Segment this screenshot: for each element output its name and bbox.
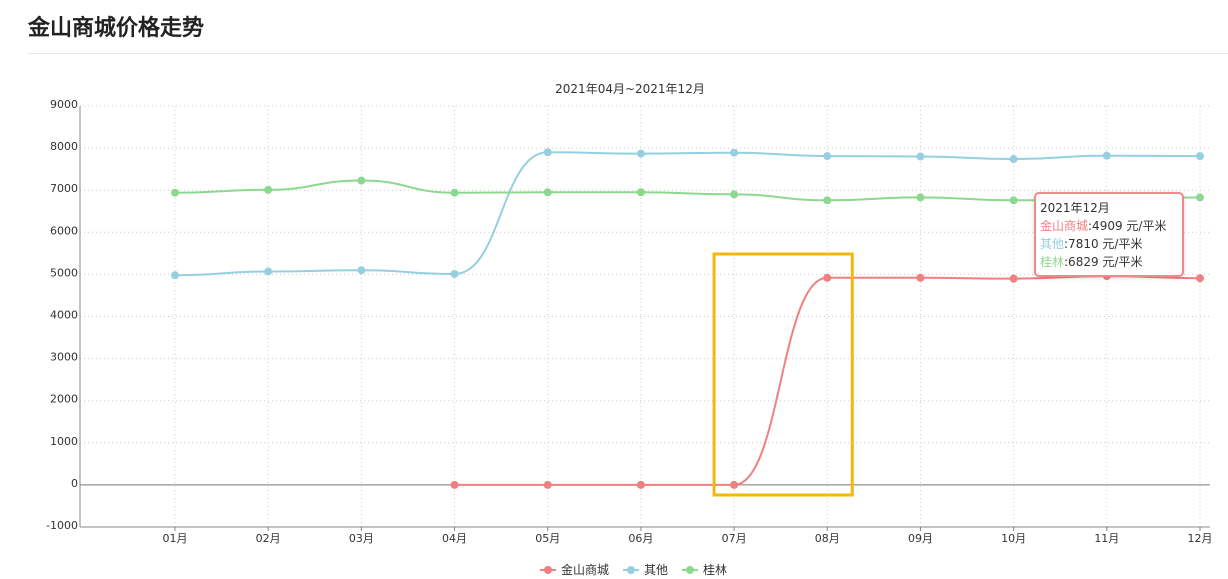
tooltip-label: 金山商城 bbox=[1040, 219, 1089, 233]
x-tick-label: 01月 bbox=[163, 532, 188, 545]
x-tick-label: 11月 bbox=[1094, 532, 1119, 545]
highlight-box bbox=[712, 252, 854, 497]
x-tick-label: 03月 bbox=[349, 532, 374, 545]
chart-tooltip: 2021年12月 金山商城:4909 元/平米 其他:7810 元/平米 桂林:… bbox=[1034, 192, 1184, 277]
chart-legend: 金山商城 其他 桂林 bbox=[540, 561, 727, 578]
y-tick-label: 7000 bbox=[50, 182, 78, 195]
tooltip-label: 桂林 bbox=[1040, 255, 1065, 269]
data-point[interactable] bbox=[823, 152, 832, 161]
x-tick-label: 10月 bbox=[1001, 532, 1026, 545]
data-point[interactable] bbox=[450, 480, 459, 489]
data-point[interactable] bbox=[823, 273, 832, 282]
axis-layer: -1000 0 1000 2000 3000 4000 5000 6000 7000 8000 90… bbox=[46, 98, 1212, 545]
legend-label: 桂林 bbox=[703, 563, 728, 577]
data-point[interactable] bbox=[543, 480, 552, 489]
y-tick-label: -1000 bbox=[46, 519, 78, 532]
tooltip-value: :6829 元/平米 bbox=[1064, 255, 1143, 269]
data-point[interactable] bbox=[171, 188, 179, 197]
data-point[interactable] bbox=[730, 148, 739, 157]
data-point[interactable] bbox=[357, 266, 366, 275]
data-point[interactable] bbox=[171, 271, 179, 280]
y-tick-label: 4000 bbox=[50, 309, 78, 322]
data-point[interactable] bbox=[916, 152, 925, 161]
y-tick-label: 6000 bbox=[50, 224, 78, 237]
tooltip-row-jinshan: 金山商城:4909 元/平米 bbox=[1040, 217, 1178, 235]
data-point[interactable] bbox=[1196, 274, 1204, 283]
data-point[interactable] bbox=[636, 480, 645, 489]
chart-subtitle: 2021年04月~2021年12月 bbox=[555, 82, 705, 96]
tooltip-value: :7810 元/平米 bbox=[1064, 237, 1143, 251]
data-point[interactable] bbox=[730, 480, 739, 489]
x-tick-label: 12月 bbox=[1188, 532, 1213, 545]
x-tick-label: 06月 bbox=[628, 532, 653, 545]
y-tick-label: 1000 bbox=[50, 435, 78, 448]
legend-label: 其他 bbox=[644, 563, 669, 577]
data-point[interactable] bbox=[450, 188, 459, 197]
title-divider bbox=[28, 53, 1228, 54]
data-point[interactable] bbox=[823, 196, 832, 205]
data-point[interactable] bbox=[916, 193, 925, 202]
tooltip-title: 2021年12月 bbox=[1040, 201, 1110, 215]
data-point[interactable] bbox=[357, 176, 366, 185]
legend-swatch bbox=[540, 565, 556, 575]
highlight-layer bbox=[712, 252, 854, 497]
page-title: 金山商城价格走势 bbox=[28, 16, 205, 41]
x-tick-label: 09月 bbox=[908, 532, 933, 545]
data-point[interactable] bbox=[1009, 155, 1018, 164]
legend-item[interactable]: 金山商城 bbox=[540, 561, 609, 578]
y-tick-label: 3000 bbox=[50, 351, 78, 364]
legend-swatch bbox=[623, 565, 640, 575]
data-point[interactable] bbox=[1102, 151, 1111, 160]
data-point[interactable] bbox=[636, 149, 645, 158]
x-tick-label: 08月 bbox=[815, 532, 840, 545]
legend-item[interactable]: 其他 bbox=[623, 561, 668, 578]
y-tick-label: 9000 bbox=[50, 98, 78, 111]
data-point[interactable] bbox=[264, 267, 273, 276]
tooltip-value: :4909 元/平米 bbox=[1088, 219, 1167, 233]
data-point[interactable] bbox=[543, 188, 552, 197]
data-point[interactable] bbox=[916, 273, 925, 282]
y-tick-label: 2000 bbox=[50, 393, 78, 406]
data-point[interactable] bbox=[450, 269, 459, 278]
data-point[interactable] bbox=[636, 188, 645, 197]
grid-layer bbox=[80, 105, 1210, 527]
tooltip-label: 其他 bbox=[1040, 237, 1065, 251]
y-tick-label: 5000 bbox=[50, 266, 78, 279]
legend-item[interactable]: 桂林 bbox=[682, 561, 727, 578]
series-layer bbox=[171, 148, 1204, 489]
x-tick-label: 07月 bbox=[722, 532, 747, 545]
data-point[interactable] bbox=[1009, 196, 1018, 205]
legend-label: 金山商城 bbox=[561, 563, 610, 577]
legend-swatch bbox=[682, 565, 699, 575]
data-point[interactable] bbox=[1196, 193, 1204, 202]
data-point[interactable] bbox=[543, 148, 552, 157]
data-point[interactable] bbox=[730, 190, 739, 199]
data-point[interactable] bbox=[264, 185, 273, 194]
tooltip-row-guilin: 桂林:6829 元/平米 bbox=[1040, 253, 1178, 271]
series-line bbox=[174, 179, 1201, 202]
y-tick-label: 0 bbox=[71, 477, 78, 490]
x-tick-label: 02月 bbox=[256, 532, 281, 545]
data-point[interactable] bbox=[1009, 274, 1018, 283]
y-tick-label: 8000 bbox=[50, 140, 78, 153]
x-tick-label: 04月 bbox=[442, 532, 467, 545]
x-tick-label: 05月 bbox=[535, 532, 560, 545]
series-line bbox=[454, 275, 1201, 486]
tooltip-row-other: 其他:7810 元/平米 bbox=[1040, 235, 1178, 253]
data-point[interactable] bbox=[1196, 152, 1204, 161]
